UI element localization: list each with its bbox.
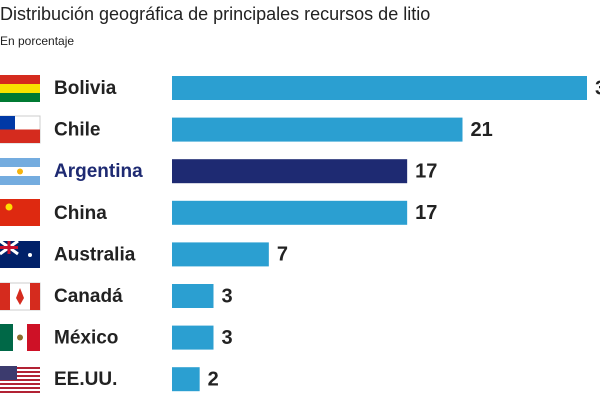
flag-australia	[0, 239, 40, 268]
category-label: Australia	[54, 244, 136, 265]
flag-canada	[0, 282, 41, 311]
category-label: Canadá	[54, 286, 123, 307]
value-label: 17	[415, 202, 437, 224]
flag-chile	[0, 115, 41, 144]
value-label: 17	[415, 160, 437, 182]
chart-subtitle: En porcentaje	[0, 34, 74, 48]
category-label: Argentina	[54, 161, 143, 182]
bar	[172, 242, 269, 267]
value-label: 21	[471, 119, 493, 141]
category-label: México	[54, 328, 118, 349]
bar	[172, 367, 200, 392]
bar	[172, 200, 408, 225]
bar	[172, 76, 587, 100]
flag-bolivia	[0, 75, 40, 102]
flag-mexico	[0, 324, 40, 351]
bar	[172, 284, 214, 308]
bar	[172, 159, 408, 184]
value-label: 2	[208, 368, 219, 390]
bar	[172, 325, 214, 350]
value-label: 30	[595, 77, 600, 99]
value-label: 3	[222, 285, 233, 307]
chart-title: Distribución geográfica de principales r…	[0, 4, 430, 24]
flag-argentina	[0, 158, 40, 185]
flags	[0, 75, 41, 393]
category-label: Chile	[54, 120, 100, 141]
bar	[172, 117, 463, 142]
value-label: 7	[277, 244, 288, 266]
value-label: 3	[222, 327, 233, 349]
category-label: Bolivia	[54, 78, 117, 99]
category-label: China	[54, 203, 107, 224]
flag-usa	[0, 366, 40, 393]
category-label: EE.UU.	[54, 369, 117, 390]
flag-china	[0, 199, 40, 226]
